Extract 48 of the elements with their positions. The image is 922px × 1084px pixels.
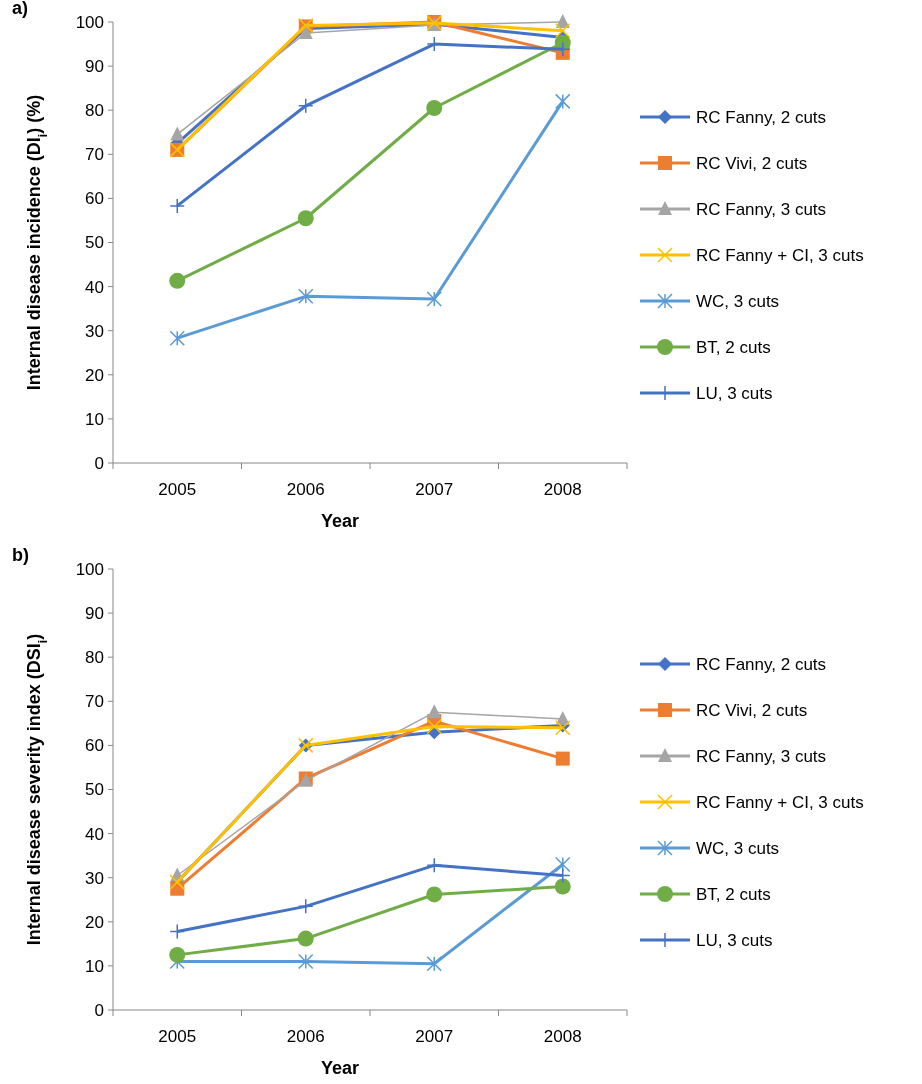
- legend-label: BT, 2 cuts: [696, 337, 771, 357]
- y-tick-label: 90: [85, 604, 104, 624]
- y-tick-label: 100: [75, 12, 104, 32]
- legend-label: LU, 3 cuts: [696, 930, 773, 950]
- x-tick-label: 2005: [158, 480, 197, 499]
- y-tick-label: 70: [85, 692, 104, 712]
- x-tick-label: 2007: [415, 1027, 454, 1046]
- y-tick-label: 0: [94, 1000, 104, 1020]
- legend-label: RC Fanny, 2 cuts: [696, 107, 827, 127]
- y-tick-label: 60: [85, 189, 104, 209]
- y-tick-label: 40: [85, 824, 104, 844]
- y-tick-label: 20: [85, 912, 104, 932]
- legend-label: RC Fanny, 3 cuts: [696, 746, 827, 766]
- y-tick-label: 70: [85, 145, 104, 165]
- y-tick-label: 60: [85, 736, 104, 756]
- x-tick-label: 2006: [286, 480, 325, 499]
- legend-label: WC, 3 cuts: [696, 291, 780, 311]
- y-tick-label: 50: [85, 233, 104, 253]
- y-tick-label: 20: [85, 365, 104, 385]
- x-tick-label: 2008: [543, 480, 582, 499]
- x-axis-title: Year: [320, 511, 360, 531]
- y-tick-label: 10: [85, 956, 104, 976]
- y-tick-label: 100: [75, 559, 104, 579]
- chart-title: a): [12, 0, 29, 18]
- x-tick-label: 2005: [158, 1027, 197, 1046]
- y-tick-label: 80: [85, 101, 104, 121]
- x-axis-title: Year: [320, 1058, 360, 1078]
- legend-label: RC Fanny, 3 cuts: [696, 199, 827, 219]
- legend-label: RC Fanny + CI, 3 cuts: [696, 245, 864, 265]
- legend-label: RC Fanny + CI, 3 cuts: [696, 792, 864, 812]
- legend-label: RC Vivi, 2 cuts: [696, 153, 808, 173]
- y-tick-label: 80: [85, 648, 104, 668]
- legend-label: RC Vivi, 2 cuts: [696, 700, 808, 720]
- x-tick-label: 2007: [415, 480, 454, 499]
- y-tick-label: 40: [85, 277, 104, 297]
- y-tick-label: 30: [85, 321, 104, 341]
- y-tick-label: 90: [85, 57, 104, 77]
- y-tick-label: 10: [85, 409, 104, 429]
- legend-label: BT, 2 cuts: [696, 884, 771, 904]
- x-tick-label: 2006: [286, 1027, 325, 1046]
- y-tick-label: 0: [94, 453, 104, 473]
- y-tick-label: 30: [85, 868, 104, 888]
- chart-title: b): [12, 545, 29, 565]
- legend-label: RC Fanny, 2 cuts: [696, 654, 827, 674]
- x-tick-label: 2008: [543, 1027, 582, 1046]
- legend-label: LU, 3 cuts: [696, 383, 773, 403]
- legend-label: WC, 3 cuts: [696, 838, 780, 858]
- y-tick-label: 50: [85, 780, 104, 800]
